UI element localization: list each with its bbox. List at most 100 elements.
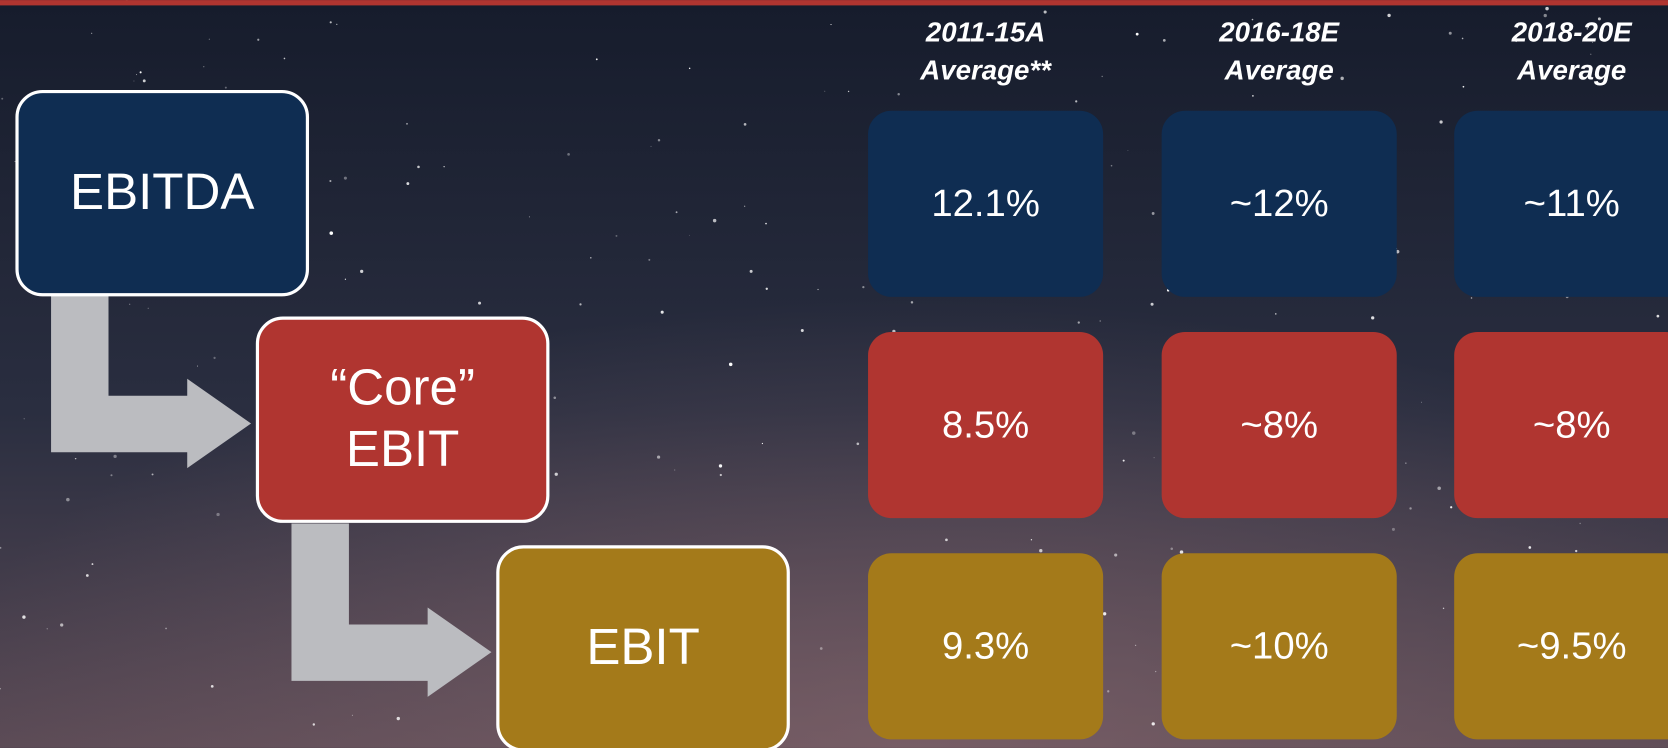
star (689, 235, 690, 236)
value-text: ~8% (1240, 403, 1318, 446)
star (1154, 457, 1155, 458)
star (1107, 690, 1109, 692)
star (590, 257, 591, 258)
star (1371, 316, 1374, 319)
star (651, 146, 652, 147)
star (1545, 7, 1548, 10)
star (1031, 539, 1032, 540)
star (344, 177, 347, 180)
star (729, 363, 732, 366)
star (719, 464, 722, 467)
star (762, 443, 763, 444)
star (1340, 77, 1343, 80)
star (91, 33, 92, 34)
metric-label: EBIT (586, 618, 699, 675)
star (148, 308, 149, 309)
star (197, 366, 198, 367)
star (1409, 507, 1411, 509)
star (676, 211, 678, 213)
star (203, 66, 204, 67)
star (47, 628, 48, 629)
star (911, 301, 913, 303)
star (113, 455, 116, 458)
star (352, 715, 353, 716)
star (1528, 546, 1531, 549)
value-text: ~8% (1533, 403, 1611, 446)
slide: EBITDA“Core”EBITEBIT2011-15AAverage**12.… (0, 0, 1668, 748)
star (1114, 553, 1117, 556)
star (830, 24, 831, 25)
star (257, 39, 259, 41)
star (750, 270, 753, 273)
star (820, 647, 823, 650)
star (213, 357, 215, 359)
star (1462, 38, 1464, 40)
star (817, 289, 818, 290)
page: {"metrics": [ {"label": ["EBITDA"], "col… (0, 0, 1668, 748)
column-header: 2018-20E (1511, 16, 1633, 47)
star (92, 563, 94, 565)
star (674, 469, 675, 470)
star (1152, 212, 1155, 215)
metric-label: EBIT (346, 420, 459, 477)
star (143, 79, 146, 82)
star (596, 58, 598, 60)
star (1155, 671, 1156, 672)
star (615, 235, 617, 237)
star (897, 93, 899, 95)
star (136, 74, 137, 75)
star (689, 68, 690, 69)
star (1039, 549, 1042, 552)
value-text: 8.5% (942, 403, 1029, 446)
star (22, 615, 25, 618)
star (801, 329, 804, 332)
star (406, 182, 409, 185)
star (336, 24, 337, 25)
star (1180, 550, 1183, 553)
star (1163, 39, 1166, 42)
star (443, 166, 444, 167)
star (553, 396, 556, 399)
star (397, 717, 400, 720)
star (345, 279, 346, 280)
star (862, 286, 864, 288)
star (140, 71, 142, 73)
star (1275, 313, 1277, 315)
star (1152, 722, 1155, 725)
star (1103, 612, 1106, 615)
star (216, 513, 219, 516)
star (1111, 165, 1113, 167)
star (1575, 550, 1577, 552)
star (360, 270, 363, 273)
star (133, 80, 134, 81)
star (713, 219, 716, 222)
star (225, 87, 227, 89)
star (1078, 321, 1080, 323)
star (211, 685, 214, 688)
value-text: ~9.5% (1517, 625, 1627, 668)
star (555, 473, 558, 476)
star (24, 418, 25, 419)
star (129, 304, 130, 305)
star (848, 91, 849, 92)
star (313, 723, 315, 725)
star (1443, 608, 1444, 609)
star (1440, 120, 1443, 123)
metric-label: EBITDA (70, 163, 254, 220)
star (329, 180, 331, 182)
star (857, 442, 860, 445)
column-header: Average (1516, 55, 1626, 86)
star (1151, 303, 1154, 306)
star (1044, 10, 1047, 13)
column-header: 2016-18E (1218, 16, 1340, 47)
star (567, 153, 570, 156)
top-bar (0, 0, 1668, 5)
value-text: ~10% (1230, 625, 1329, 668)
star (66, 498, 70, 502)
star (766, 288, 768, 290)
star (579, 303, 581, 305)
star (329, 231, 333, 235)
star (1450, 506, 1452, 508)
star (1, 98, 3, 100)
star (1132, 431, 1135, 434)
